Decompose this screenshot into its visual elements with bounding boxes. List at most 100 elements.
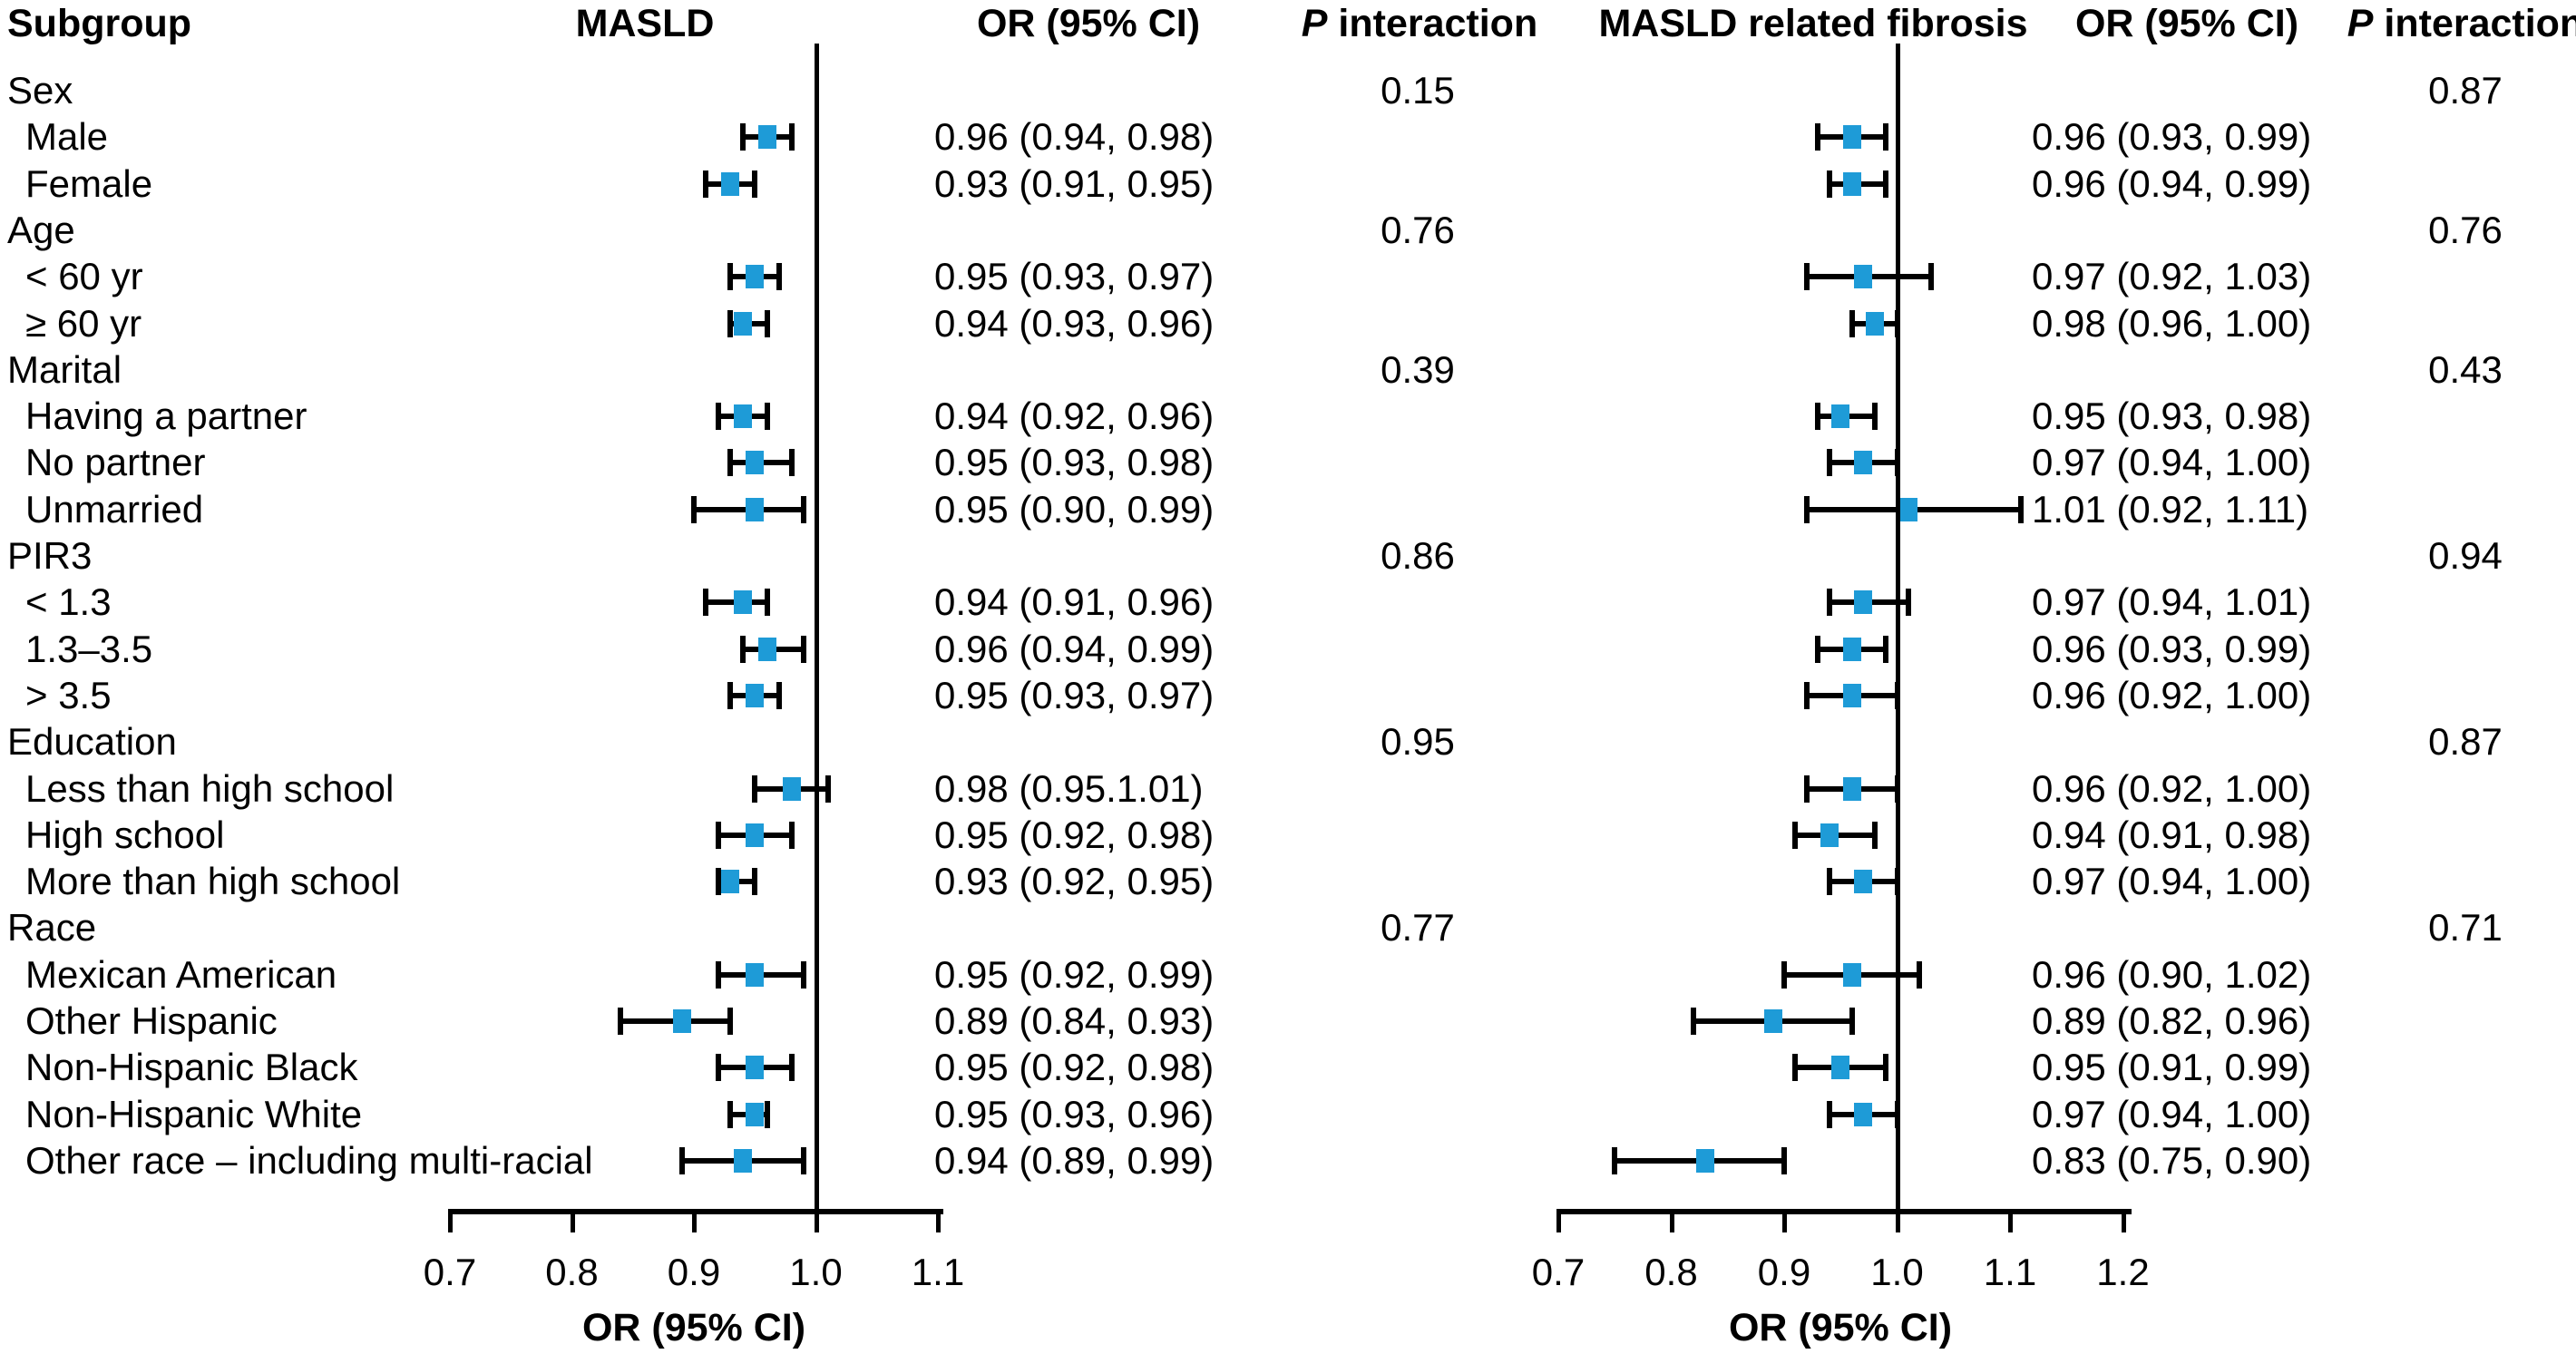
or-ci-text: 0.97 (0.94, 1.00) bbox=[2032, 1092, 2312, 1135]
point-marker bbox=[1842, 125, 1861, 150]
ci-cap-left bbox=[727, 309, 734, 337]
axis-tick bbox=[2008, 1209, 2013, 1232]
point-marker bbox=[1854, 1102, 1873, 1126]
ci-cap-left bbox=[715, 960, 721, 989]
point-marker bbox=[1695, 1148, 1714, 1173]
or-ci-text: 0.95 (0.90, 0.99) bbox=[934, 487, 1215, 531]
or-ci-text: 0.97 (0.92, 1.03) bbox=[2032, 255, 2312, 298]
ci-cap-right bbox=[801, 960, 807, 989]
axis-tick bbox=[692, 1209, 697, 1232]
point-marker bbox=[1898, 497, 1917, 521]
ci-cap-right bbox=[1917, 960, 1923, 989]
p-interaction-value: 0.43 bbox=[2428, 347, 2503, 391]
p-interaction-value: 0.95 bbox=[1381, 720, 1455, 764]
panel2-title: MASLD related fibrosis bbox=[1598, 2, 2028, 45]
ci-cap-right bbox=[764, 1100, 770, 1128]
axis-tick bbox=[1556, 1209, 1561, 1232]
or-ci-text: 0.94 (0.93, 0.96) bbox=[934, 301, 1215, 345]
point-marker bbox=[733, 590, 752, 615]
section-label: PIR3 bbox=[7, 534, 93, 577]
or-ci-text: 0.94 (0.91, 0.98) bbox=[2032, 813, 2312, 856]
ci-cap-left bbox=[703, 589, 709, 617]
or-ci-text: 0.94 (0.92, 0.96) bbox=[934, 395, 1215, 438]
axis-tick bbox=[936, 1209, 941, 1232]
subgroup-label: Mexican American bbox=[25, 952, 337, 996]
or-ci-text: 0.96 (0.94, 0.99) bbox=[2032, 161, 2312, 205]
tick-label: 0.8 bbox=[1644, 1251, 1698, 1293]
tick-label: 1.2 bbox=[2096, 1251, 2150, 1293]
point-marker bbox=[733, 404, 752, 429]
or-ci-text: 0.96 (0.94, 0.98) bbox=[934, 115, 1215, 159]
or-ci-text: 0.96 (0.94, 0.99) bbox=[934, 627, 1215, 670]
ci-cap-right bbox=[764, 589, 770, 617]
ci-cap-right bbox=[1883, 170, 1889, 198]
subgroup-label: < 60 yr bbox=[25, 255, 143, 298]
axis-tick bbox=[570, 1209, 575, 1232]
ci-cap-right bbox=[788, 1054, 795, 1082]
ci-cap-left bbox=[715, 403, 721, 431]
point-marker bbox=[1842, 171, 1861, 196]
or-ci-text: 0.89 (0.82, 0.96) bbox=[2032, 999, 2312, 1042]
or-ci-text: 0.96 (0.92, 1.00) bbox=[2032, 673, 2312, 716]
column-header-p-interaction-left: P interaction bbox=[1302, 4, 1537, 44]
ci-cap-left bbox=[739, 123, 746, 151]
ci-cap-left bbox=[727, 1100, 734, 1128]
ci-cap-left bbox=[1803, 681, 1810, 709]
ci-cap-right bbox=[1849, 1008, 1855, 1035]
point-marker bbox=[746, 683, 765, 707]
point-marker bbox=[721, 870, 740, 894]
ci-cap-right bbox=[776, 681, 783, 709]
or-ci-text: 0.98 (0.95.1.01) bbox=[934, 766, 1204, 810]
point-marker bbox=[1831, 1056, 1850, 1080]
ci-cap-left bbox=[752, 774, 758, 803]
column-header-subgroup: Subgroup bbox=[7, 2, 192, 45]
point-marker bbox=[746, 451, 765, 475]
or-ci-text: 0.95 (0.92, 0.98) bbox=[934, 1046, 1215, 1089]
ci-cap-left bbox=[1803, 495, 1810, 523]
point-marker bbox=[1820, 823, 1839, 847]
axis-tick bbox=[1782, 1209, 1787, 1232]
ci-cap-left bbox=[618, 1008, 624, 1035]
p-interaction-value: 0.39 bbox=[1381, 347, 1455, 391]
point-marker bbox=[1831, 404, 1850, 429]
subgroup-label: More than high school bbox=[25, 860, 401, 903]
point-marker bbox=[746, 823, 765, 847]
ci-cap-left bbox=[1792, 1054, 1799, 1082]
section-label: Marital bbox=[7, 347, 122, 391]
section-label: Race bbox=[7, 906, 97, 950]
ci-cap-left bbox=[1826, 589, 1832, 617]
point-marker bbox=[746, 265, 765, 289]
section-label: Age bbox=[7, 208, 75, 251]
ci-cap-right bbox=[801, 1146, 807, 1174]
or-ci-text: 0.95 (0.93, 0.97) bbox=[934, 673, 1215, 716]
point-marker bbox=[746, 1102, 765, 1126]
subgroup-label: High school bbox=[25, 813, 225, 856]
reference-line bbox=[814, 44, 819, 1209]
or-ci-text: 0.96 (0.90, 1.02) bbox=[2032, 952, 2312, 996]
ci-cap-right bbox=[1883, 1054, 1889, 1082]
interaction-word: interaction bbox=[1327, 2, 1538, 45]
subgroup-label: Male bbox=[25, 115, 109, 159]
ci-cap-left bbox=[727, 681, 734, 709]
ci-cap-right bbox=[788, 123, 795, 151]
section-label: Sex bbox=[7, 69, 73, 112]
ci-cap-left bbox=[1792, 821, 1799, 849]
section-label: Education bbox=[7, 720, 177, 764]
axis-tick bbox=[448, 1209, 453, 1232]
ci-cap-right bbox=[825, 774, 831, 803]
ci-cap-left bbox=[1815, 123, 1821, 151]
subgroup-label: Non-Hispanic Black bbox=[25, 1046, 358, 1089]
column-header-or-ci-right: OR (95% CI) bbox=[2074, 2, 2299, 45]
ci-cap-right bbox=[788, 449, 795, 477]
ci-cap-left bbox=[715, 1054, 721, 1082]
axis-tick bbox=[1669, 1209, 1674, 1232]
point-marker bbox=[1842, 637, 1861, 661]
axis-tick bbox=[2121, 1209, 2126, 1232]
subgroup-label: Non-Hispanic White bbox=[25, 1092, 363, 1135]
ci-cap-left bbox=[1803, 774, 1810, 803]
tick-label: 0.8 bbox=[545, 1251, 599, 1293]
tick-label: 1.0 bbox=[1870, 1251, 1924, 1293]
panel1-title: MASLD bbox=[575, 2, 715, 45]
column-header-p-interaction-right: P interaction bbox=[2347, 4, 2576, 44]
ci-cap-left bbox=[1826, 1100, 1832, 1128]
